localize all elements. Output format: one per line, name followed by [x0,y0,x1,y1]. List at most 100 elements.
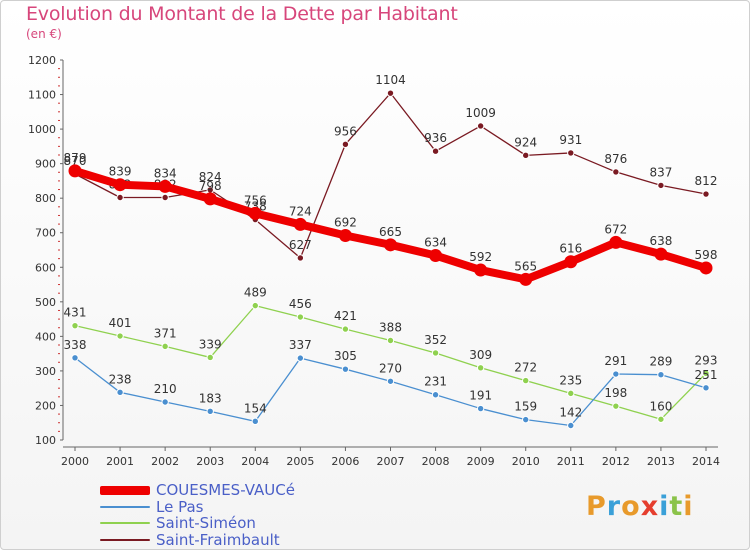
x-tick-label: 2003 [196,455,224,468]
data-label: 305 [334,349,357,363]
data-point [654,247,668,261]
data-label: 388 [379,321,402,335]
data-label: 231 [424,375,447,389]
data-label: 839 [109,165,132,179]
data-label: 592 [469,250,492,264]
data-label: 159 [514,400,537,414]
x-tick-label: 2011 [557,455,585,468]
data-point [699,261,713,275]
y-tick-label: 100 [35,434,56,447]
data-point [522,151,530,160]
legend-label: Saint-Siméon [156,514,256,532]
y-tick-label: 300 [35,365,56,378]
data-point [251,301,259,310]
y-tick-label: 600 [35,261,56,274]
data-label: 337 [289,338,312,352]
data-point [522,376,530,385]
data-label: 924 [514,135,537,149]
data-point [116,193,124,202]
brand-logo: Proxiti [586,491,694,522]
data-point [116,388,124,397]
data-label: 339 [199,337,222,351]
data-label: 235 [559,373,582,387]
x-tick-label: 2004 [241,455,269,468]
data-label: 272 [514,361,537,375]
data-point [248,206,262,220]
data-point [206,353,214,362]
data-point [431,391,440,399]
data-point [431,349,440,357]
data-label: 936 [424,131,447,145]
data-point [612,168,620,176]
data-point [431,147,440,155]
data-point [612,370,620,378]
data-label: 692 [334,215,357,229]
data-point [341,325,350,333]
y-tick-label: 1000 [28,123,56,136]
chart-legend: COUESMES-VAUCé Le Pas Saint-Siméon Saint-Fr… [100,482,295,548]
data-point [657,371,665,379]
x-tick-label: 2002 [151,455,179,468]
data-point [161,342,169,351]
data-label: 431 [64,306,87,320]
data-label: 1009 [465,106,496,120]
data-label: 634 [424,236,447,250]
data-point [338,228,352,242]
data-label: 565 [514,259,537,273]
data-label: 421 [334,309,357,323]
data-label: 270 [379,361,402,375]
y-tick-label: 1200 [28,54,56,67]
data-label: 338 [64,338,87,352]
x-tick-label: 2012 [602,455,630,468]
data-point [564,255,578,269]
data-point [567,389,575,398]
data-label: 456 [289,297,312,311]
data-point [251,417,259,426]
data-point [296,313,305,321]
data-point [476,122,485,130]
data-label: 798 [199,179,222,193]
y-tick-label: 900 [35,158,56,171]
data-label: 291 [604,354,627,368]
data-point [71,354,79,362]
data-label: 672 [604,222,627,236]
data-label: 142 [559,405,582,419]
data-point [567,421,575,430]
data-label: 956 [334,124,357,138]
x-tick-label: 2009 [467,455,495,468]
data-point [203,192,217,206]
data-label: 293 [695,353,718,367]
data-label: 616 [559,242,582,256]
chart-unit: (en €) [26,27,62,41]
data-label: 876 [604,152,627,166]
data-point [702,190,710,198]
data-label: 309 [469,348,492,362]
data-label: 352 [424,333,447,347]
data-label: 489 [244,286,267,300]
data-point [116,332,124,340]
data-point [519,272,533,286]
data-point [657,415,665,423]
data-point [206,407,214,416]
y-tick-label: 400 [35,330,56,343]
data-point [296,254,305,262]
data-label: 198 [604,386,627,400]
data-label: 931 [559,133,582,147]
data-point [293,217,307,231]
legend-swatch [100,522,150,525]
y-tick-label: 200 [35,399,56,412]
data-label: 401 [109,316,132,330]
data-point [567,149,575,157]
data-label: 160 [649,399,672,413]
y-tick-label: 700 [35,227,56,240]
data-point [161,193,169,202]
data-point [702,384,710,392]
legend-swatch [100,485,150,495]
legend-entry: COUESMES-VAUCé [100,482,295,499]
data-label: 598 [695,248,718,262]
data-label: 210 [154,382,177,396]
data-point [386,89,395,97]
data-label: 870 [64,154,87,168]
